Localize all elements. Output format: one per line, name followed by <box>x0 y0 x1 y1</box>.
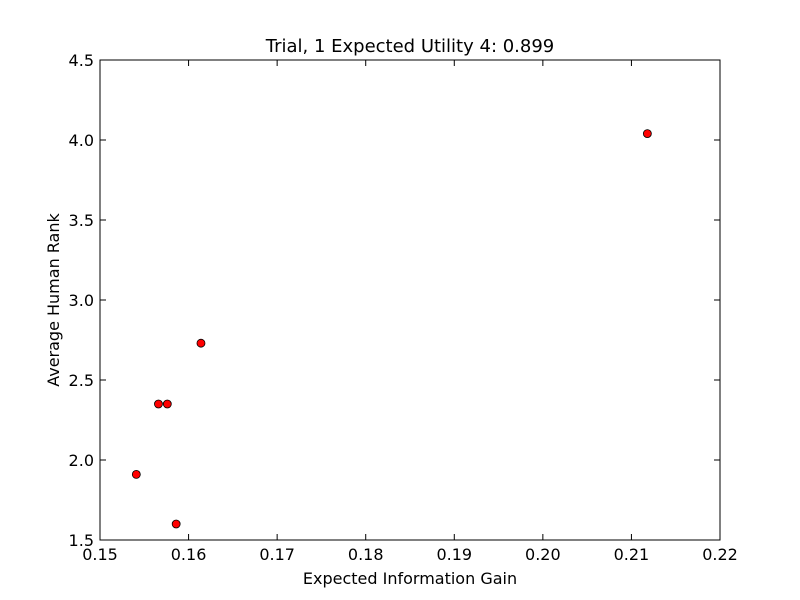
chart-title: Trial, 1 Expected Utility 4: 0.899 <box>265 36 555 57</box>
x-tick-label: 0.20 <box>525 545 561 564</box>
x-tick-label: 0.21 <box>614 545 650 564</box>
data-point <box>131 469 141 479</box>
x-tick-label: 0.19 <box>436 545 472 564</box>
y-tick-label: 2.0 <box>69 451 94 470</box>
x-tick-label: 0.17 <box>259 545 295 564</box>
data-point <box>154 399 163 409</box>
plot-frame <box>99 59 721 541</box>
data-points <box>131 129 652 529</box>
y-axis-label: Average Human Rank <box>44 212 63 386</box>
x-tick-label: 0.16 <box>171 545 207 564</box>
y-tick-label: 1.5 <box>69 531 94 550</box>
y-tick-label: 4.5 <box>69 51 94 70</box>
data-point <box>196 338 206 348</box>
data-point <box>642 129 652 139</box>
y-tick-label: 3.5 <box>69 211 94 230</box>
x-axis-label: Expected Information Gain <box>303 569 517 588</box>
y-tick-label: 4.0 <box>69 131 94 150</box>
x-tick-label: 0.22 <box>702 545 738 564</box>
plot-area <box>100 60 720 540</box>
x-tick-label: 0.18 <box>348 545 384 564</box>
y-tick-label: 3.0 <box>69 291 94 310</box>
data-point <box>171 519 181 529</box>
data-point <box>162 399 172 409</box>
y-tick-label: 2.5 <box>69 371 94 390</box>
x-tick-label: 0.15 <box>82 545 118 564</box>
tick-labels: 0.15 0.16 0.17 0.18 0.19 0.20 0.21 0.22 1.5 2.0 2.… <box>69 51 738 564</box>
